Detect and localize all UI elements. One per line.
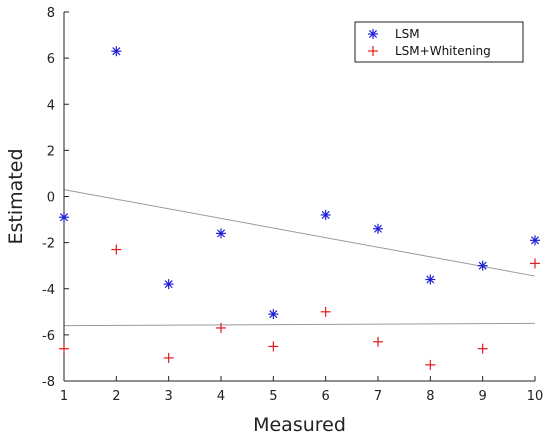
lsm-whitening-point — [320, 306, 331, 317]
fit-line — [63, 189, 536, 277]
x-tick-label: 4 — [217, 389, 225, 404]
data-marks — [59, 46, 540, 370]
y-tick-label: 0 — [47, 191, 55, 206]
lsm-whitening-point — [425, 359, 436, 370]
lsm-whitening-point — [477, 343, 488, 354]
lsm-point — [425, 274, 436, 285]
y-tick-label: 6 — [47, 52, 55, 67]
lsm-whitening-point — [268, 341, 279, 352]
lsm-point — [268, 309, 279, 320]
y-tick-label: -6 — [42, 329, 55, 344]
legend-box — [354, 21, 524, 63]
lsm-point — [530, 235, 540, 246]
lsm-point — [163, 279, 174, 290]
lsm-whitening-point — [530, 258, 540, 269]
lsm-point — [373, 223, 383, 234]
x-tick-label: 3 — [165, 389, 173, 404]
lsm-whitening-point — [163, 352, 174, 363]
lsm-point — [59, 212, 69, 223]
lsm-point — [320, 209, 331, 220]
x-tick-label: 1 — [60, 389, 68, 404]
x-tick-label: 2 — [112, 389, 120, 404]
y-tick-label: -2 — [42, 237, 55, 252]
x-tick-label: 6 — [322, 389, 330, 404]
lsm-whitening-point — [373, 336, 383, 347]
y-tick-label: -8 — [42, 375, 55, 390]
legend-label: LSM+Whitening — [395, 44, 491, 58]
axes: 1 2 3 4 5 6 7 8 9 10 -8 -6 -4 -2 0 2 4 6 8 — [42, 6, 543, 404]
fit-line — [63, 322, 536, 327]
lsm-whitening-point — [111, 244, 122, 255]
x-tick-label: 7 — [374, 389, 382, 404]
y-tick-label: -4 — [42, 283, 55, 298]
lsm-whitening-point — [216, 322, 226, 333]
x-tick-label: 9 — [479, 389, 487, 404]
legend-marker — [368, 29, 378, 39]
x-tick-label: 5 — [269, 389, 277, 404]
y-axis-title: Estimated — [5, 149, 27, 245]
lsm-point — [477, 260, 488, 271]
x-tick-label: 8 — [426, 389, 434, 404]
x-axis-title: Measured — [253, 414, 346, 436]
legend-marker — [368, 46, 378, 56]
lsm-whitening-point — [59, 343, 69, 354]
legend-label: LSM — [395, 27, 420, 41]
lsm-point — [216, 228, 226, 239]
lsm-point — [111, 46, 122, 57]
fit-lines — [63, 189, 536, 327]
legend: LSM LSM+Whitening — [354, 21, 524, 63]
x-tick-label: 10 — [527, 389, 544, 404]
y-tick-label: 2 — [47, 144, 55, 159]
y-tick-label: 8 — [47, 6, 55, 21]
y-tick-label: 4 — [47, 98, 55, 113]
